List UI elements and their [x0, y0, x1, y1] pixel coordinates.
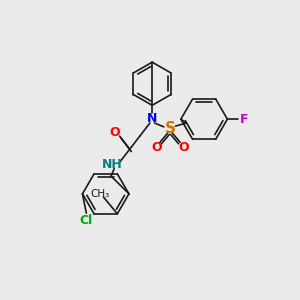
Text: NH: NH — [101, 158, 122, 171]
Text: N: N — [147, 112, 158, 125]
Text: CH₃: CH₃ — [91, 189, 110, 199]
Text: F: F — [240, 113, 249, 126]
Text: O: O — [110, 126, 120, 139]
Text: S: S — [164, 121, 175, 136]
Text: Cl: Cl — [80, 214, 93, 227]
Text: O: O — [178, 141, 188, 154]
Text: O: O — [152, 141, 162, 154]
